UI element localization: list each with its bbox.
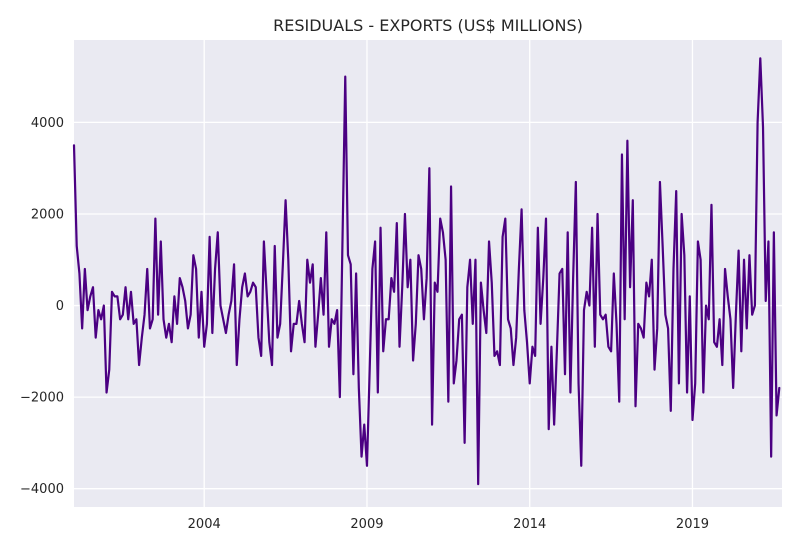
series-line-residuals xyxy=(72,57,781,486)
y-tick-label: 4000 xyxy=(31,116,64,131)
plot-area xyxy=(74,40,782,507)
chart-title: RESIDUALS - EXPORTS (US$ MILLIONS) xyxy=(273,16,583,35)
y-tick-label: −2000 xyxy=(20,391,64,406)
x-axis-ticks: 2004 2009 2014 2019 xyxy=(188,517,709,532)
x-tick-label: 2014 xyxy=(513,517,546,532)
y-tick-label: 0 xyxy=(56,299,64,314)
x-tick-label: 2009 xyxy=(350,517,383,532)
y-tick-label: 2000 xyxy=(31,207,64,222)
x-tick-label: 2019 xyxy=(676,517,709,532)
y-tick-label: −4000 xyxy=(20,482,64,497)
x-tick-label: 2004 xyxy=(188,517,221,532)
y-axis-ticks: −4000 −2000 0 2000 4000 xyxy=(20,116,64,497)
